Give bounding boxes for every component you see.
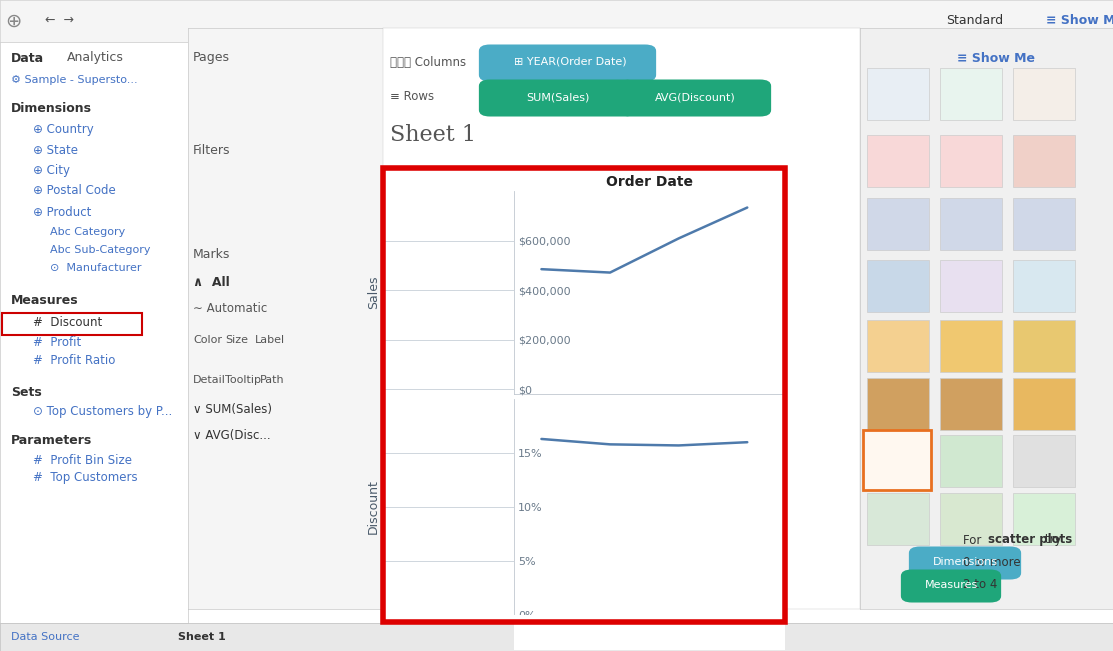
Text: ∨ AVG(Disc...: ∨ AVG(Disc... — [193, 428, 270, 441]
Text: ∧  All: ∧ All — [193, 275, 229, 288]
Text: Detail: Detail — [193, 375, 226, 385]
Text: ←  →: ← → — [45, 14, 73, 27]
Text: Marks: Marks — [193, 249, 230, 262]
Text: Abc Sub-Category: Abc Sub-Category — [50, 245, 150, 255]
Text: AVG(Discount): AVG(Discount) — [654, 92, 736, 102]
Text: Measures: Measures — [11, 294, 79, 307]
Text: Measures: Measures — [925, 580, 977, 590]
Text: ⊕ City: ⊕ City — [33, 163, 70, 176]
Text: ⊙ Top Customers by P...: ⊙ Top Customers by P... — [33, 406, 173, 419]
Text: #  Profit Bin Size: # Profit Bin Size — [33, 454, 132, 467]
Text: Path: Path — [260, 375, 285, 385]
Text: Dimensions: Dimensions — [11, 102, 92, 115]
Text: Color: Color — [193, 335, 221, 345]
Text: ⊕ Product: ⊕ Product — [33, 206, 91, 219]
Text: ⊕ Country: ⊕ Country — [33, 124, 95, 137]
Text: Abc Category: Abc Category — [50, 227, 126, 237]
Text: ⊕ State: ⊕ State — [33, 143, 78, 156]
Text: Label: Label — [255, 335, 285, 345]
Text: Parameters: Parameters — [11, 434, 92, 447]
Text: Analytics: Analytics — [67, 51, 124, 64]
Text: ≡ Show Me: ≡ Show Me — [1046, 14, 1113, 27]
Text: 0 or more: 0 or more — [963, 555, 1021, 568]
Text: Data: Data — [11, 51, 45, 64]
Text: scatter plots: scatter plots — [988, 534, 1073, 546]
Text: ⊙  Manufacturer: ⊙ Manufacturer — [50, 263, 141, 273]
Text: ⊕ Postal Code: ⊕ Postal Code — [33, 184, 116, 197]
Text: Size: Size — [225, 335, 248, 345]
Text: Order Date: Order Date — [605, 175, 693, 189]
Text: Pages: Pages — [193, 51, 230, 64]
Text: ∼ Automatic: ∼ Automatic — [193, 301, 267, 314]
Text: Dimensions: Dimensions — [933, 557, 997, 567]
Text: Sheet 1: Sheet 1 — [178, 632, 226, 642]
Text: Data Source: Data Source — [11, 632, 80, 642]
Text: Sets: Sets — [11, 385, 42, 398]
Text: ≡ Rows: ≡ Rows — [390, 90, 434, 104]
Text: ⚙ Sample - Supersto...: ⚙ Sample - Supersto... — [11, 75, 138, 85]
Text: Sheet 1: Sheet 1 — [390, 124, 476, 146]
Y-axis label: Discount: Discount — [367, 480, 381, 534]
Text: SUM(Sales): SUM(Sales) — [526, 92, 590, 102]
Text: For: For — [963, 534, 985, 546]
Text: #  Profit: # Profit — [33, 335, 81, 348]
Y-axis label: Sales: Sales — [367, 276, 381, 309]
Text: ⊕: ⊕ — [6, 12, 22, 31]
Text: ⊞ YEAR(Order Date): ⊞ YEAR(Order Date) — [514, 57, 627, 67]
Text: ⦀⦀⦀ Columns: ⦀⦀⦀ Columns — [390, 55, 466, 68]
Text: Tooltip: Tooltip — [225, 375, 262, 385]
Text: #  Discount: # Discount — [33, 316, 102, 329]
Text: #  Top Customers: # Top Customers — [33, 471, 138, 484]
Text: ≡ Show Me: ≡ Show Me — [957, 51, 1035, 64]
Text: Standard: Standard — [946, 14, 1003, 27]
Text: #  Profit Ratio: # Profit Ratio — [33, 355, 116, 368]
Text: ∨ SUM(Sales): ∨ SUM(Sales) — [193, 404, 272, 417]
Text: try: try — [1041, 534, 1061, 546]
Text: Filters: Filters — [193, 143, 230, 156]
Text: 2 to 4: 2 to 4 — [963, 579, 997, 592]
